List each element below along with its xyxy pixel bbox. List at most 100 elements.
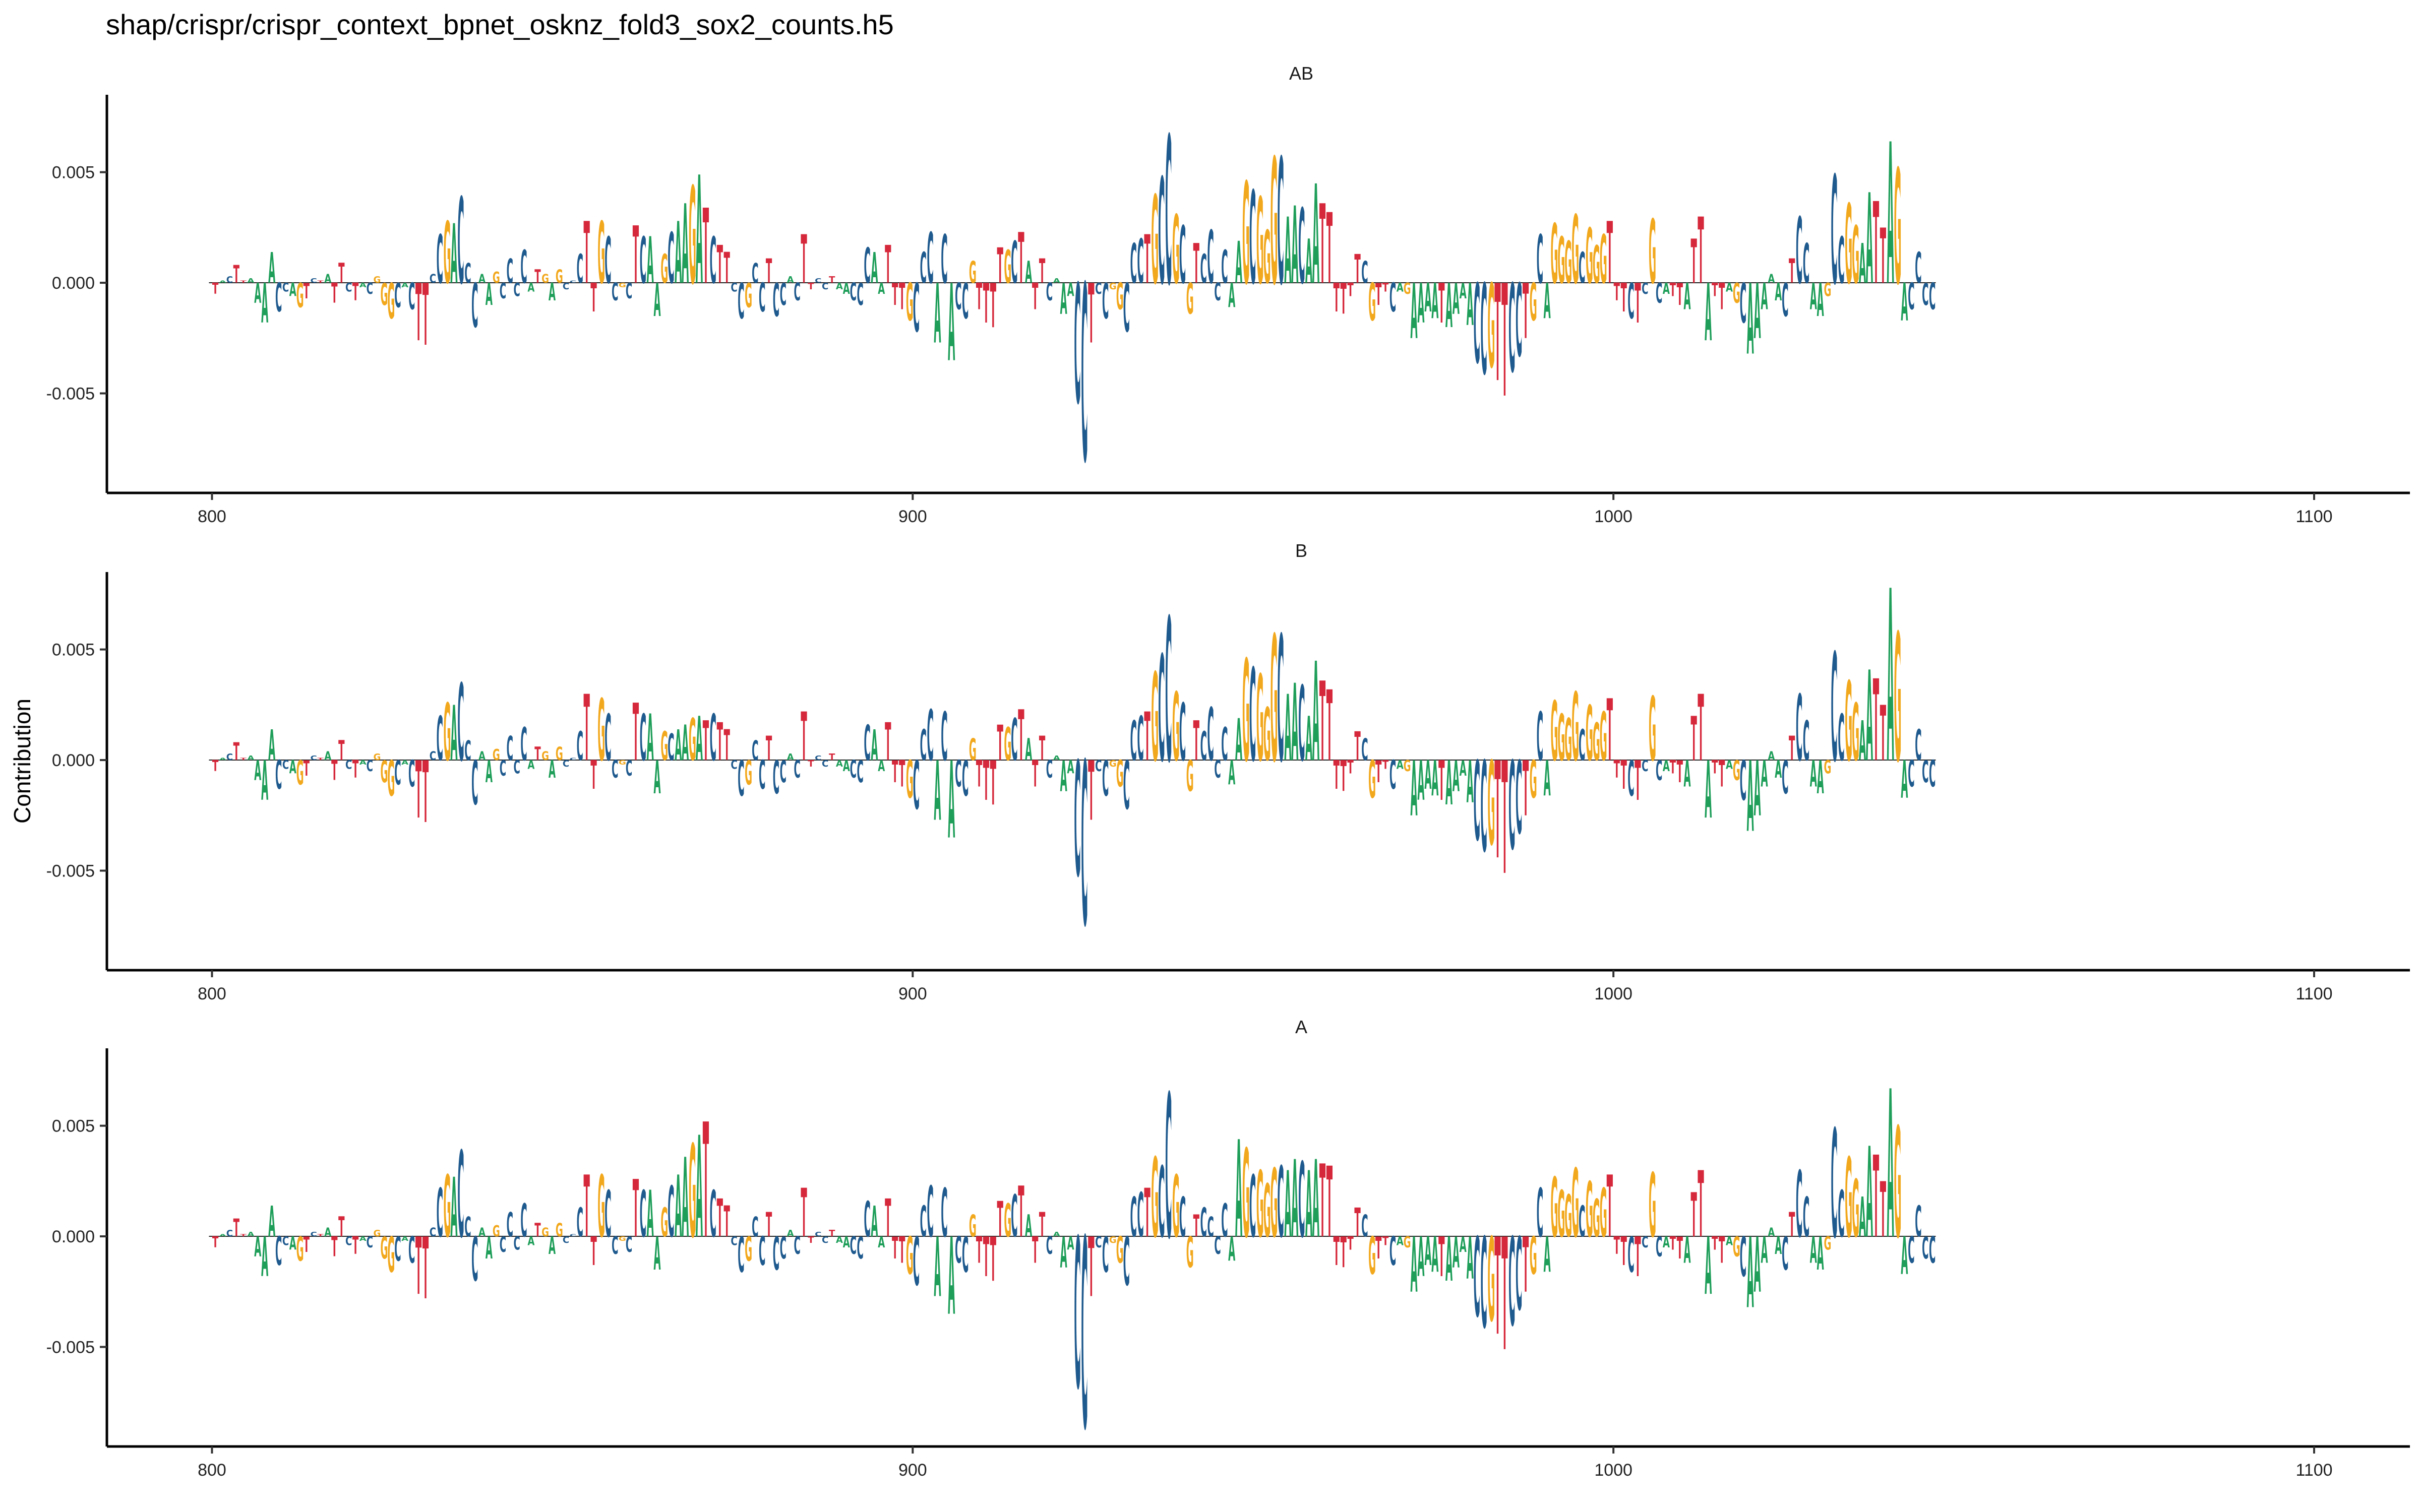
logo-letter-c: C <box>457 1127 464 1265</box>
logo-letter-t: T <box>1873 1133 1879 1264</box>
logo-letter-c: C <box>1537 1175 1543 1252</box>
logo-letter-c: C <box>780 278 786 312</box>
logo-letter-a: A <box>261 1226 268 1290</box>
logo-letter-c: C <box>1137 1181 1143 1251</box>
logo-letter-c: C <box>773 752 779 804</box>
logo-letter-g: G <box>1824 756 1832 778</box>
logo-letter-c: C <box>1656 1231 1662 1263</box>
logo-letter-t: T <box>1501 1206 1507 1386</box>
logo-letter-a: A <box>247 1231 254 1238</box>
logo-letter-c: C <box>1796 676 1802 782</box>
logo-letter-t: T <box>1614 755 1620 784</box>
logo-letter-a: A <box>1810 753 1817 796</box>
logo-letter-g: G <box>374 1228 381 1239</box>
logo-letter-c: C <box>815 754 821 762</box>
logo-letter-c: C <box>604 702 611 776</box>
logo-letter-c: C <box>514 756 520 778</box>
logo-letter-t: T <box>899 753 905 796</box>
logo-letter-c: C <box>604 1178 611 1252</box>
logo-letter-c: C <box>1046 278 1053 306</box>
logo-letter-c: C <box>759 1229 765 1275</box>
logo-letter-g: G <box>1824 1232 1832 1254</box>
logo-letter-t: T <box>1494 257 1500 412</box>
logo-letter-c: C <box>1803 233 1809 296</box>
logo-letter-c: C <box>577 246 583 292</box>
logo-letter-a: A <box>948 739 955 863</box>
x-tick-label: 800 <box>198 507 226 526</box>
logo-letter-c: C <box>1929 753 1935 796</box>
x-tick-label: 1100 <box>2295 984 2332 1003</box>
logo-letter-g: G <box>541 749 549 764</box>
logo-letter-g: G <box>1894 1096 1902 1273</box>
logo-letter-a: A <box>696 1108 703 1270</box>
logo-letter-t: T <box>1789 253 1795 291</box>
logo-letter-a: A <box>1544 274 1551 330</box>
logo-letter-t: T <box>331 755 338 787</box>
logo-letter-t: T <box>1032 276 1038 319</box>
logo-letter-a: A <box>1397 758 1404 772</box>
logo-letter-c: C <box>1389 1229 1396 1275</box>
logo-letter-t: T <box>717 1189 723 1249</box>
logo-letter-g: G <box>1186 1228 1194 1278</box>
logo-letter-c: C <box>1095 1233 1102 1251</box>
logo-letter-a: A <box>219 758 227 761</box>
logo-letter-t: T <box>899 276 905 319</box>
logo-letter-c: C <box>520 1195 527 1247</box>
logo-letter-a: A <box>1291 1139 1298 1262</box>
logo-letter-t: T <box>590 1229 596 1275</box>
logo-letter-t: T <box>717 713 723 773</box>
logo-letter-c: C <box>1249 1158 1256 1256</box>
logo-letter-a: A <box>1663 757 1670 775</box>
logo-letter-t: T <box>1712 756 1718 778</box>
logo-letter-c: C <box>394 754 401 792</box>
logo-letter-g: G <box>1894 598 1902 802</box>
logo-letter-g: G <box>1270 601 1278 801</box>
logo-letter-g: G <box>296 754 304 792</box>
logo-letter-a: A <box>1228 754 1235 792</box>
logo-letter-a: A <box>1859 710 1866 774</box>
logo-letter-t: T <box>899 1230 905 1272</box>
logo-letter-t: T <box>534 266 541 287</box>
logo-letter-c: C <box>640 1178 646 1252</box>
logo-letter-c: C <box>731 1234 737 1248</box>
logo-letter-t: T <box>1382 281 1389 295</box>
logo-letter-g: G <box>1487 261 1495 395</box>
logo-letter-g: G <box>1109 1235 1117 1245</box>
logo-letter-c: C <box>640 224 646 298</box>
logo-letter-c: C <box>1277 123 1284 324</box>
logo-letter-a: A <box>401 1235 408 1242</box>
logo-letter-a: A <box>450 208 457 302</box>
logo-letter-t: T <box>808 759 814 769</box>
logo-letter-t: T <box>1088 745 1094 840</box>
logo-letter-g: G <box>1550 685 1558 780</box>
logo-letter-a: A <box>836 1235 843 1245</box>
logo-letter-t: T <box>1880 213 1886 301</box>
logo-letter-c: C <box>520 241 527 294</box>
logo-letter-c: C <box>857 1231 864 1266</box>
logo-letter-t: T <box>304 756 310 781</box>
logo-letter-c: C <box>1740 1226 1746 1290</box>
logo-letter-c: C <box>1123 747 1130 825</box>
logo-letter-t: T <box>1018 696 1024 777</box>
logo-letter-c: C <box>955 753 961 796</box>
logo-letter-g: G <box>1586 1167 1593 1254</box>
logo-letter-g: G <box>1270 123 1278 324</box>
logo-letter-c: C <box>1579 721 1585 771</box>
logo-letter-c: C <box>1298 665 1305 785</box>
logo-letter-a: A <box>1460 279 1467 303</box>
logo-letter-c: C <box>1915 244 1921 293</box>
logo-letter-g: G <box>1109 759 1117 769</box>
logo-letter-c: C <box>1782 752 1788 804</box>
logo-letter-c: C <box>1915 721 1921 771</box>
logo-letter-g: G <box>380 278 388 312</box>
logo-letter-c: C <box>1137 227 1143 298</box>
logo-letter-c: C <box>1627 751 1634 807</box>
logo-letter-c: C <box>1796 199 1802 305</box>
logo-letter-a: A <box>254 755 261 787</box>
logo-letter-g: G <box>689 160 696 315</box>
logo-letter-t: T <box>990 1225 996 1295</box>
logo-letter-c: C <box>514 1232 520 1254</box>
logo-letter-a: A <box>1467 749 1474 816</box>
logo-letter-c: C <box>507 253 513 291</box>
logo-letter-c: C <box>1481 259 1487 403</box>
